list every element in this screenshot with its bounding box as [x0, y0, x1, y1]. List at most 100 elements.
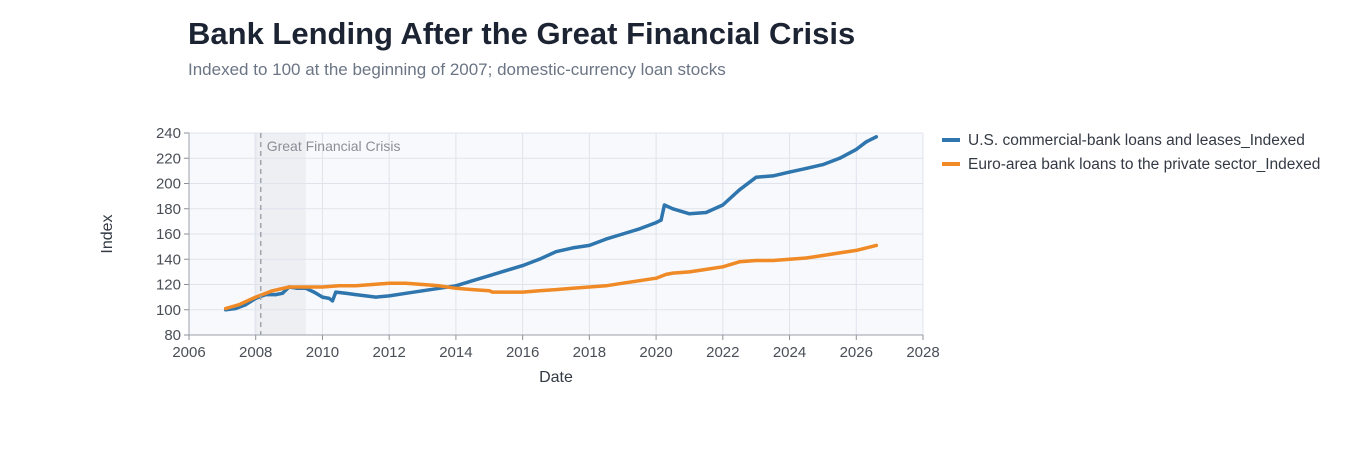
series-1-point	[864, 140, 868, 144]
series-2-point	[320, 285, 325, 289]
series-1-point	[687, 212, 692, 216]
x-tick-label: 2012	[372, 344, 405, 361]
series-2-point	[821, 253, 825, 258]
series-2-point	[387, 281, 391, 285]
series-1-point	[804, 166, 808, 170]
series-2-point	[664, 272, 668, 276]
series-1-point	[554, 250, 558, 254]
series-1-point	[659, 218, 663, 222]
series-2-point	[470, 287, 475, 292]
series-1-point	[754, 175, 758, 179]
series-2-point	[420, 282, 425, 287]
series-2-point	[804, 256, 808, 260]
series-2-point	[437, 284, 441, 288]
series-2-point	[621, 281, 625, 285]
series-1-point	[344, 291, 348, 295]
series-2-point	[837, 251, 842, 255]
series-2-point	[771, 258, 775, 263]
series-1-point	[671, 207, 675, 211]
chart-subtitle: Indexed to 100 at the beginning of 2007;…	[188, 60, 726, 79]
series-2-point	[370, 282, 375, 287]
series-2-point	[270, 289, 275, 293]
x-tick-label: 2018	[573, 344, 606, 361]
series-1-point	[420, 289, 425, 293]
chart-title: Bank Lending After the Great Financial C…	[188, 16, 856, 51]
series-1-point	[521, 263, 525, 268]
x-tick-label: 2028	[906, 344, 939, 361]
series-2-point	[737, 260, 742, 264]
series-1-point	[354, 293, 358, 297]
series-2-point	[237, 303, 241, 307]
y-tick-label: 120	[156, 277, 181, 294]
series-1-point	[604, 237, 608, 241]
series-1-point	[854, 147, 858, 152]
series-2-point	[354, 284, 358, 288]
series-1-point	[737, 188, 742, 192]
series-2-point	[404, 281, 408, 285]
series-1-point	[721, 203, 725, 207]
series-1-point	[821, 162, 825, 167]
y-tick-label: 80	[164, 327, 181, 344]
series-2-point	[587, 285, 591, 289]
series-2-point	[874, 243, 878, 247]
crisis-annotation-label: Great Financial Crisis	[267, 138, 401, 154]
series-1-point	[327, 296, 331, 300]
x-tick-label: 2006	[172, 344, 205, 361]
series-1-point	[704, 210, 708, 215]
series-2-point	[704, 267, 708, 271]
series-2-point	[854, 248, 858, 253]
y-tick-label: 200	[156, 176, 181, 193]
series-1-point	[874, 135, 878, 139]
x-tick-label: 2024	[773, 344, 806, 361]
series-1-point	[404, 291, 408, 295]
series-2-point	[454, 286, 458, 290]
series-2-point	[304, 285, 308, 289]
series-1-point	[837, 156, 842, 160]
series-2-point	[487, 289, 491, 293]
series-1-point	[662, 203, 667, 207]
y-axis-title: Index	[99, 214, 116, 253]
x-tick-label: 2014	[439, 344, 472, 361]
series-2-point	[224, 306, 228, 311]
x-axis-title: Date	[539, 369, 573, 386]
x-tick-label: 2008	[239, 344, 272, 361]
series-1-point	[330, 299, 335, 303]
series-1-point	[274, 293, 278, 297]
series-1-point	[504, 269, 508, 273]
y-tick-label: 180	[156, 201, 181, 218]
series-2-point	[554, 287, 558, 292]
series-1-point	[787, 170, 792, 174]
series-2-point	[604, 284, 608, 288]
series-2-point	[521, 290, 525, 294]
y-tick-label: 160	[156, 226, 181, 243]
series-1-point	[470, 279, 475, 283]
legend-label-2: Euro-area bank loans to the private sect…	[968, 156, 1320, 173]
series-1-point	[312, 290, 316, 294]
series-2-point	[637, 279, 642, 283]
series-1-point	[364, 294, 368, 298]
x-tick-label: 2016	[506, 344, 539, 361]
series-1-point	[280, 291, 285, 295]
series-2-point	[721, 265, 725, 269]
x-tick-label: 2020	[639, 344, 672, 361]
series-1-point	[320, 295, 325, 299]
y-tick-label: 240	[156, 125, 181, 142]
series-1-point	[387, 294, 391, 298]
y-tick-label: 100	[156, 302, 181, 319]
series-2-point	[491, 290, 495, 294]
series-1-point	[771, 174, 775, 178]
y-tick-label: 140	[156, 251, 181, 268]
series-1-point	[654, 221, 658, 225]
series-2-point	[754, 258, 758, 263]
x-tick-label: 2010	[306, 344, 339, 361]
x-tick-label: 2026	[840, 344, 873, 361]
series-2-point	[687, 270, 692, 274]
series-2-point	[337, 284, 341, 288]
series-2-point	[571, 286, 575, 290]
series-1-point	[621, 232, 625, 236]
series-2-point	[654, 276, 658, 280]
x-tick-label: 2022	[706, 344, 739, 361]
series-line-2	[223, 243, 879, 311]
series-2-point	[254, 295, 258, 299]
